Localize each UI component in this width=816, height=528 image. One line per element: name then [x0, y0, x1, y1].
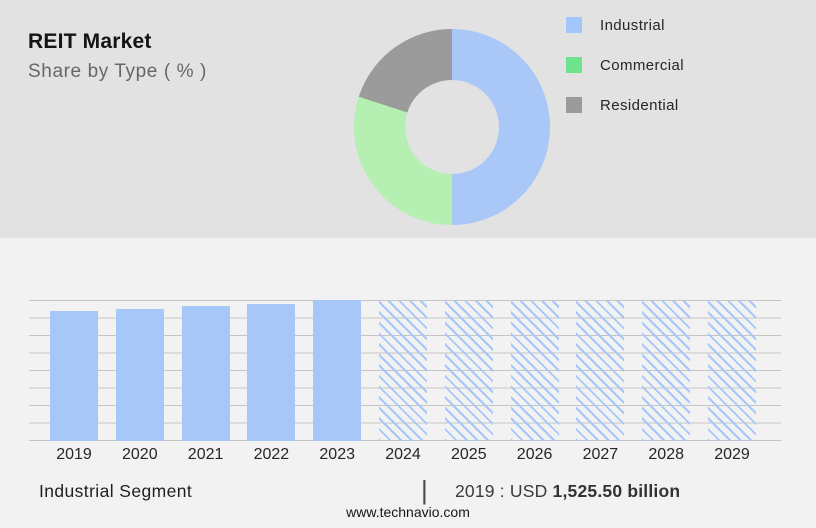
legend-label: Commercial: [600, 56, 685, 74]
bar-2019: [50, 311, 98, 441]
website-url: www.technavio.com: [346, 504, 470, 520]
legend-swatch-residential: [566, 97, 582, 113]
x-axis-label-2025: 2025: [451, 446, 487, 463]
legend-label: Industrial: [600, 16, 665, 34]
x-axis-label-2023: 2023: [319, 446, 355, 463]
report-subtitle: Share by Type ( % ): [28, 61, 207, 82]
bar-chart: 2019 2020 2021 2022 2023 2024 2025 2026 2027 2028…: [29, 300, 781, 463]
donut-chart: [354, 29, 550, 225]
legend-swatch-commercial: [566, 57, 582, 73]
x-axis-label-2022: 2022: [253, 446, 290, 463]
segment-label: Industrial Segment: [39, 481, 193, 501]
legend-item-commercial: Commercial: [566, 56, 685, 74]
x-axis-label-2020: 2020: [122, 446, 158, 463]
donut-hole: [405, 80, 499, 174]
separator-bar: |: [421, 475, 428, 505]
legend-swatch-industrial: [566, 17, 582, 33]
x-axis-label-2028: 2028: [648, 446, 684, 463]
legend-label: Residential: [600, 96, 679, 114]
header-panel: REIT Market Share by Type ( % ) Industri…: [0, 0, 816, 238]
bar-2029: [708, 301, 756, 441]
x-axis-label-2029: 2029: [714, 446, 750, 463]
x-axis-label-2027: 2027: [582, 446, 619, 463]
value-prefix: 2019 : USD: [455, 481, 553, 501]
bar-2020: [115, 309, 164, 441]
bar-2022: [247, 304, 296, 441]
x-axis-label-2024: 2024: [385, 446, 421, 463]
donut-legend: Industrial Commercial Residential: [566, 17, 684, 137]
bar-2028: [642, 301, 691, 441]
bar-2023: [313, 300, 362, 441]
value-text: 2019 : USD 1,525.50 billion: [455, 481, 680, 502]
bar-2025: [444, 301, 493, 441]
bar-2027: [576, 301, 625, 441]
report-title: REIT Market: [28, 30, 152, 53]
x-axis-label-2019: 2019: [56, 446, 92, 463]
x-axis-label-2021: 2021: [187, 446, 224, 463]
bar-2026: [510, 301, 559, 441]
bar-2024: [379, 301, 427, 441]
legend-item-industrial: Industrial: [566, 16, 684, 34]
legend-item-residential: Residential: [566, 96, 684, 114]
value-amount: 1,525.50 billion: [552, 481, 681, 501]
x-axis-label-2026: 2026: [516, 446, 553, 463]
bar-2021: [181, 306, 230, 441]
